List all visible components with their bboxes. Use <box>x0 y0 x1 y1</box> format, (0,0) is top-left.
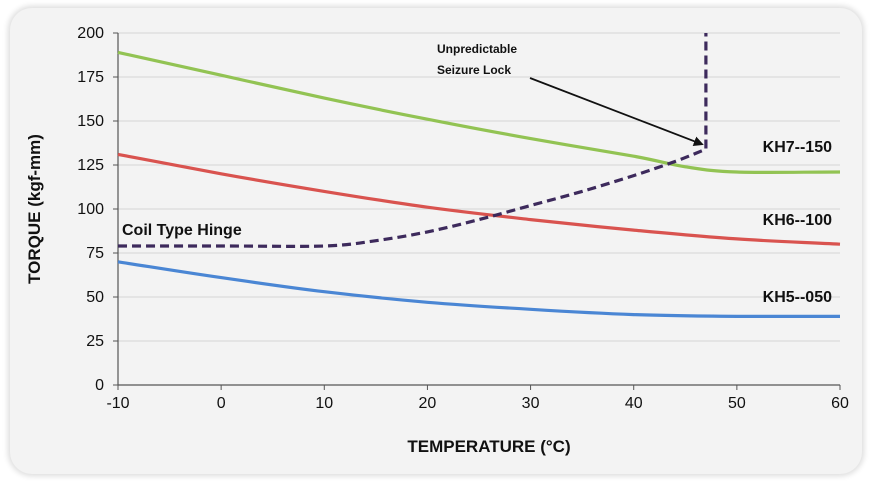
x-axis-title: TEMPERATURE (°C) <box>407 437 570 456</box>
annotation-text-line: Unpredictable <box>437 42 517 56</box>
x-tick-label: 30 <box>522 395 540 412</box>
series-label-coil-type-hinge: Coil Type Hinge <box>122 222 242 239</box>
y-tick-label: 150 <box>77 113 104 130</box>
y-tick-label: 175 <box>77 69 104 86</box>
annotation-text-line: Seizure Lock <box>437 63 511 77</box>
annotation-seizure-lock: Unpredictable Seizure Lock <box>437 42 704 146</box>
y-tick-label: 100 <box>77 201 104 218</box>
y-tick-label: 125 <box>77 157 104 174</box>
x-tick-label: 50 <box>728 395 746 412</box>
x-tick-label: -10 <box>106 395 129 412</box>
series-line-kh5-050 <box>117 260 841 319</box>
series-label-kh7-150: KH7--150 <box>763 139 832 156</box>
series-label-kh6-100: KH6--100 <box>763 212 832 229</box>
x-tick-label: 40 <box>625 395 643 412</box>
y-tick-label: 200 <box>77 25 104 42</box>
y-tick-label: 25 <box>86 333 104 350</box>
chart-panel <box>10 8 862 474</box>
x-tick-label: 10 <box>315 395 333 412</box>
series-line-kh6-100 <box>117 152 841 246</box>
y-axis-title: TORQUE (kgf-mm) <box>25 134 44 284</box>
x-tick-label: 60 <box>831 395 849 412</box>
series-label-kh5-050: KH5--050 <box>763 289 832 306</box>
series-line-kh7-150 <box>117 50 841 174</box>
series-line-coil-type-hinge <box>117 33 708 248</box>
y-tick-label: 75 <box>86 245 104 262</box>
y-tick-label: 50 <box>86 289 104 306</box>
y-tick-label: 0 <box>95 377 104 394</box>
x-tick-label: 0 <box>217 395 226 412</box>
x-tick-label: 20 <box>419 395 437 412</box>
annotation-arrow <box>529 77 704 146</box>
